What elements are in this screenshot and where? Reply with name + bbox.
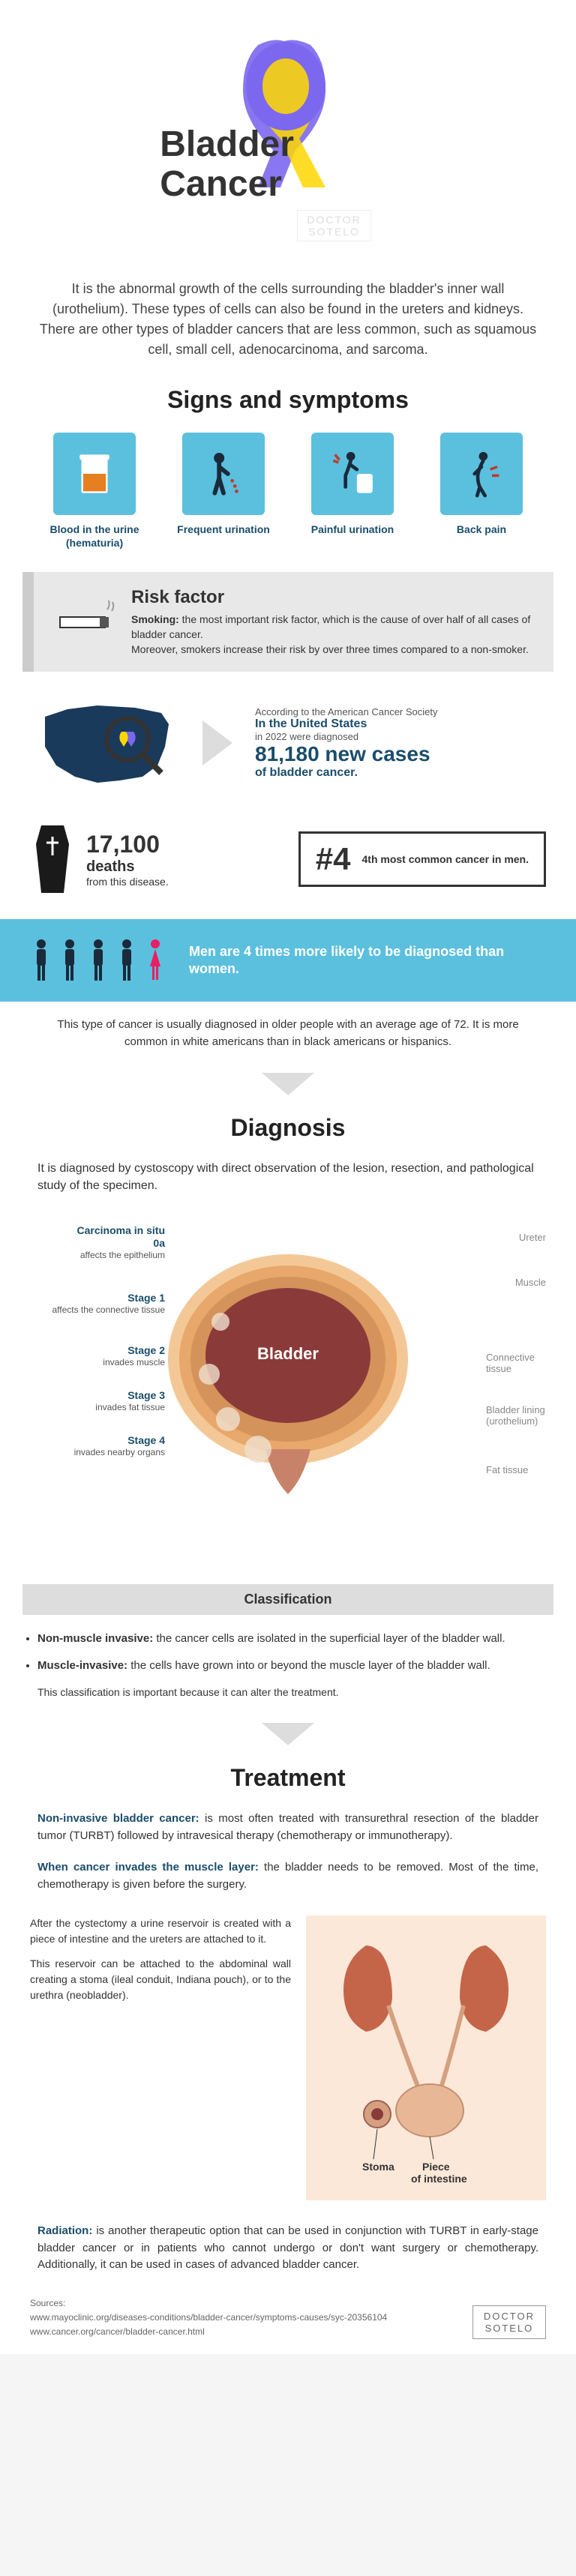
risk-text1: Smoking: the most important risk factor,… bbox=[131, 613, 531, 642]
death-stat: 17,100 deaths from this disease. bbox=[30, 822, 268, 897]
treatment-invasive: When cancer invades the muscle layer: th… bbox=[0, 1852, 576, 1901]
usa-map-icon bbox=[30, 694, 180, 792]
coffin-icon bbox=[30, 822, 75, 897]
cigarette-icon bbox=[56, 587, 116, 647]
symptom-item: Back pain bbox=[425, 433, 538, 550]
class-item: Muscle-invasive: the cells have grown in… bbox=[38, 1657, 538, 1675]
bladder-illustration: Bladder bbox=[146, 1224, 430, 1509]
urine-cup-icon bbox=[53, 433, 136, 515]
female-icon bbox=[144, 938, 166, 983]
treatment-noninvasive: Non-invasive bladder cancer: is most oft… bbox=[0, 1803, 576, 1852]
anatomy-connective: Connective tissue bbox=[486, 1352, 554, 1374]
anatomy-lining: Bladder lining (urothelium) bbox=[486, 1404, 554, 1427]
treatment-title: Treatment bbox=[0, 1753, 576, 1803]
symptoms-title: Signs and symptoms bbox=[0, 375, 576, 425]
male-icon bbox=[30, 938, 52, 983]
stats-row-1: According to the American Cancer Society… bbox=[0, 672, 576, 814]
symptom-label: Painful urination bbox=[296, 523, 409, 536]
sources-list: Sources: www.mayoclinic.org/diseases-con… bbox=[30, 2296, 387, 2340]
symptom-item: Blood in the urine (hematuria) bbox=[38, 433, 151, 550]
stage-1-label: Stage 1 affects the connective tissue bbox=[15, 1292, 165, 1315]
sources-section: Sources: www.mayoclinic.org/diseases-con… bbox=[0, 2281, 576, 2355]
stage-3-label: Stage 3 invades fat tissue bbox=[15, 1389, 165, 1412]
stats-row-2: 17,100 deaths from this disease. #4 4th … bbox=[0, 814, 576, 919]
svg-text:of intestine: of intestine bbox=[411, 2173, 467, 2185]
doctor-logo: DOCTORSOTELO bbox=[472, 2305, 546, 2339]
treatment-radiation: Radiation: is another therapeutic option… bbox=[0, 2215, 576, 2281]
svg-text:Bladder: Bladder bbox=[257, 1344, 319, 1363]
treatment-diagram: After the cystectomy a urine reservoir i… bbox=[0, 1901, 576, 2215]
symptom-item: Painful urination bbox=[296, 433, 409, 550]
gender-stat-box: Men are 4 times more likely to be diagno… bbox=[0, 919, 576, 1002]
classification-content: Non-muscle invasive: the cancer cells ar… bbox=[0, 1615, 576, 1715]
risk-factor-box: Risk factor Smoking: the most important … bbox=[22, 572, 554, 672]
svg-text:Stoma: Stoma bbox=[362, 2161, 394, 2173]
anatomy-fat: Fat tissue bbox=[486, 1464, 546, 1475]
symptom-label: Blood in the urine (hematuria) bbox=[38, 523, 151, 550]
anatomy-muscle: Muscle bbox=[515, 1277, 546, 1288]
stage-2-label: Stage 2 invades muscle bbox=[15, 1344, 165, 1367]
risk-title: Risk factor bbox=[131, 587, 531, 608]
painful-urination-icon bbox=[311, 433, 394, 515]
male-icon bbox=[87, 938, 110, 983]
title-line1: Bladder bbox=[160, 124, 294, 164]
stage-0-label: Carcinoma in situ 0a affects the epithel… bbox=[15, 1224, 165, 1260]
diagnosis-title: Diagnosis bbox=[0, 1103, 576, 1153]
risk-text2: Moreover, smokers increase their risk by… bbox=[131, 643, 531, 657]
anatomy-ureter: Ureter bbox=[519, 1232, 546, 1243]
page-title: Bladder Cancer bbox=[160, 125, 294, 205]
frequent-urination-icon bbox=[182, 433, 265, 515]
male-icon bbox=[116, 938, 138, 983]
classification-header: Classification bbox=[22, 1584, 554, 1615]
demographics-text: This type of cancer is usually diagnosed… bbox=[0, 1002, 576, 1065]
svg-text:Piece: Piece bbox=[422, 2161, 450, 2173]
gender-text: Men are 4 times more likely to be diagno… bbox=[189, 943, 546, 978]
people-icons bbox=[30, 938, 166, 983]
male-icon bbox=[58, 938, 81, 983]
new-cases-stat: According to the American Cancer Society… bbox=[255, 706, 546, 780]
back-pain-icon bbox=[440, 433, 523, 515]
title-line2: Cancer bbox=[160, 164, 282, 204]
intro-text: It is the abnormal growth of the cells s… bbox=[0, 264, 576, 375]
kidney-illustration: Stoma Piece of intestine bbox=[306, 1916, 546, 2200]
arrow-down-icon bbox=[262, 1723, 314, 1745]
treatment-cystectomy-text: After the cystectomy a urine reservoir i… bbox=[30, 1916, 291, 2012]
rank-box: #4 4th most common cancer in men. bbox=[298, 831, 546, 887]
diagnosis-intro: It is diagnosed by cystoscopy with direc… bbox=[0, 1153, 576, 1209]
class-note: This classification is important because… bbox=[38, 1684, 538, 1700]
symptom-label: Back pain bbox=[425, 523, 538, 536]
symptom-item: Frequent urination bbox=[167, 433, 280, 550]
symptoms-row: Blood in the urine (hematuria) Frequent … bbox=[0, 425, 576, 572]
symptom-label: Frequent urination bbox=[167, 523, 280, 536]
header: Bladder Cancer DOCTORSOTELO bbox=[0, 0, 576, 264]
stage-4-label: Stage 4 invades nearby organs bbox=[15, 1434, 165, 1457]
doctor-watermark: DOCTORSOTELO bbox=[297, 210, 370, 241]
risk-content: Risk factor Smoking: the most important … bbox=[131, 587, 531, 657]
class-item: Non-muscle invasive: the cancer cells ar… bbox=[38, 1630, 538, 1648]
bladder-diagram: Carcinoma in situ 0a affects the epithel… bbox=[0, 1209, 576, 1584]
arrow-right-icon bbox=[202, 720, 232, 765]
arrow-down-icon bbox=[262, 1073, 314, 1095]
